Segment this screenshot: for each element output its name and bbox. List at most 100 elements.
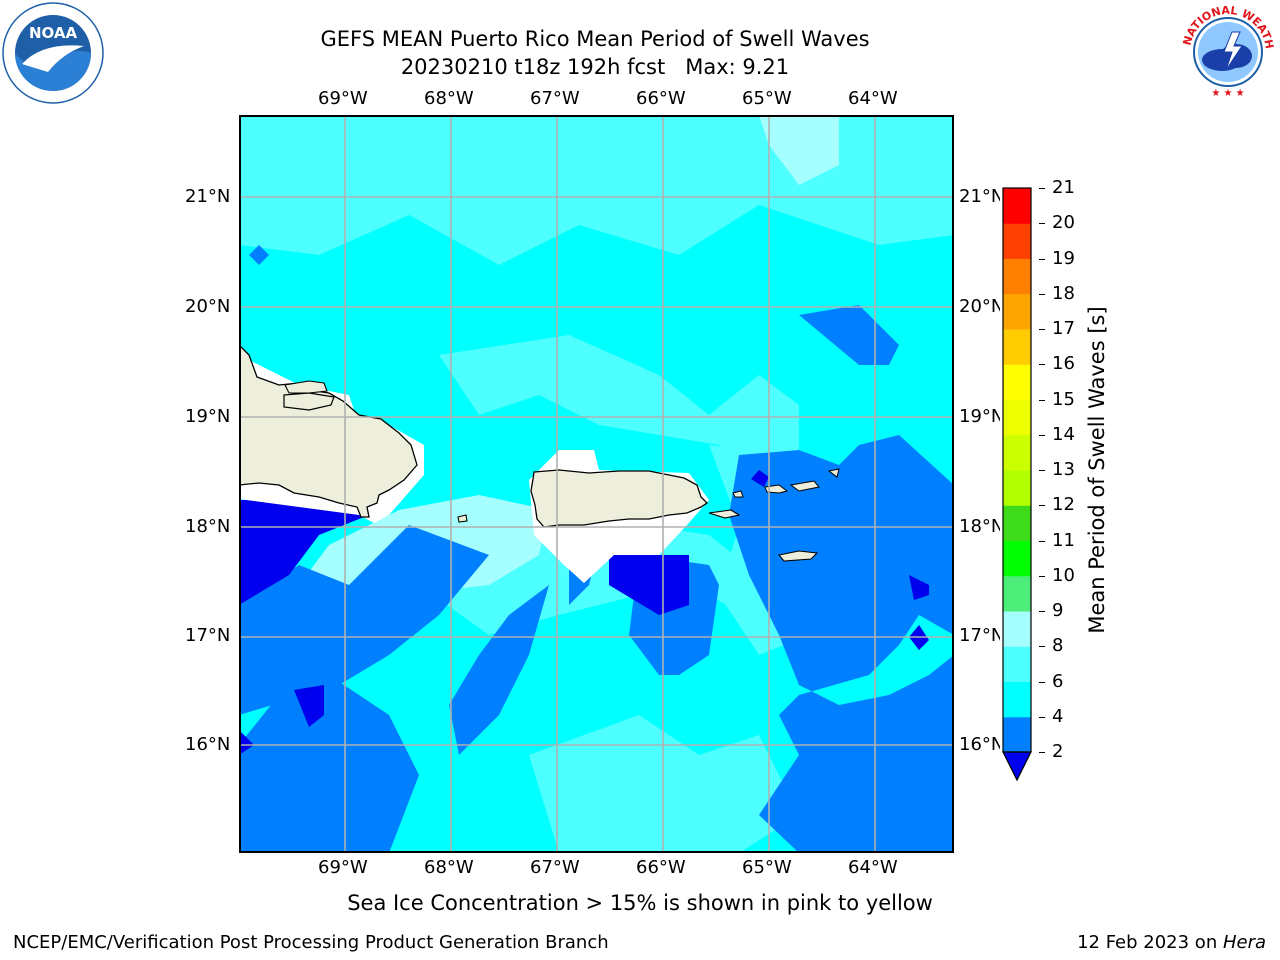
footer-date-text: 12 Feb 2023 on — [1077, 932, 1223, 953]
colorbar-tick-label: 8 — [1052, 635, 1064, 657]
lon-label-top: 68°W — [424, 88, 474, 109]
colorbar-segment — [1003, 681, 1031, 718]
map-title: GEFS MEAN Puerto Rico Mean Period of Swe… — [320, 27, 870, 51]
lon-label-bottom: 68°W — [424, 857, 474, 878]
colorbar-tick-label: 11 — [1052, 529, 1075, 551]
lon-label-bottom: 69°W — [318, 857, 368, 878]
colorbar-tick-mark — [1039, 223, 1045, 225]
swell-contour-4 — [449, 585, 549, 755]
map-gridlines — [239, 115, 954, 853]
colorbar-tick-label: 6 — [1052, 670, 1064, 692]
colorbar-tick-label: 12 — [1052, 494, 1075, 516]
colorbar-tick-label: 14 — [1052, 423, 1075, 445]
colorbar-segment — [1003, 258, 1031, 295]
swell-contour-4 — [729, 435, 954, 853]
swell-contour-4 — [239, 675, 419, 853]
lat-label-right: 19°N — [959, 406, 1005, 427]
colorbar-tick-mark — [1039, 611, 1045, 612]
colorbar-segment — [1003, 364, 1031, 400]
land-culebra — [732, 490, 744, 498]
lon-label-top: 67°W — [530, 88, 580, 109]
colorbar-frame — [1002, 187, 1032, 753]
swell-contour-9 — [759, 115, 839, 185]
colorbar-tick-label: 19 — [1052, 247, 1075, 269]
lat-label-left: 17°N — [185, 625, 231, 646]
lon-label-bottom: 65°W — [742, 857, 792, 878]
lon-label-top: 64°W — [848, 88, 898, 109]
colorbar-segment — [1003, 399, 1031, 436]
land-vieques — [708, 509, 741, 519]
footer-credit: NCEP/EMC/Verification Post Processing Pr… — [13, 932, 609, 953]
footer-host: Hera — [1222, 932, 1266, 953]
swell-contour-2 — [909, 575, 929, 600]
map-svg — [238, 115, 954, 853]
colorbar-tick-mark — [1039, 434, 1045, 436]
swell-contour-4 — [249, 245, 269, 265]
colorbar-tick-mark — [1039, 258, 1045, 260]
colorbar-segment — [1003, 505, 1031, 541]
colorbar — [1000, 186, 1040, 786]
colorbar-tick-mark — [1039, 293, 1045, 295]
colorbar-tick-label: 10 — [1052, 564, 1075, 586]
colorbar-tick-mark — [1039, 505, 1045, 507]
lon-label-top: 65°W — [742, 88, 792, 109]
swell-contour-4 — [819, 785, 889, 853]
colorbar-segment — [1003, 611, 1031, 647]
land-st-john — [789, 480, 820, 492]
swell-contour-2 — [609, 555, 689, 615]
colorbar-tick-label: 18 — [1052, 282, 1075, 304]
colorbar-segment — [1003, 223, 1031, 259]
lon-label-bottom: 67°W — [530, 857, 580, 878]
colorbar-tick-label: 2 — [1052, 741, 1064, 762]
swell-contour-2 — [239, 730, 254, 755]
footer-date: 12 Feb 2023 on Hera — [1077, 932, 1266, 953]
colorbar-segment — [1003, 188, 1031, 224]
colorbar-segment — [1003, 540, 1031, 577]
lon-label-top: 69°W — [318, 88, 368, 109]
lon-label-top: 66°W — [636, 88, 686, 109]
lat-label-right: 21°N — [959, 186, 1005, 207]
colorbar-segment — [1003, 329, 1031, 365]
lat-label-right: 16°N — [959, 734, 1005, 755]
lat-label-right: 18°N — [959, 516, 1005, 537]
colorbar-tick-label: 9 — [1052, 600, 1064, 621]
land-north-coast — [284, 380, 328, 394]
colorbar-tick-label: 16 — [1052, 353, 1075, 375]
lon-label-bottom: 66°W — [636, 857, 686, 878]
colorbar-tick-mark — [1039, 575, 1045, 577]
swell-contour-2 — [294, 685, 324, 727]
colorbar-tick-label: 13 — [1052, 459, 1075, 480]
colorbar-segment — [1003, 646, 1031, 682]
swell-contour-4 — [799, 305, 899, 365]
swell-contour-4 — [239, 525, 489, 715]
lat-label-right: 20°N — [959, 296, 1005, 317]
colorbar-svg — [1002, 187, 1032, 782]
lat-label-left: 16°N — [185, 734, 231, 755]
lat-label-left: 19°N — [185, 406, 231, 427]
colorbar-segment — [1003, 293, 1031, 330]
colorbar-segment — [1003, 575, 1031, 612]
colorbar-tick-mark — [1039, 716, 1045, 718]
noaa-logo: NOAA — [2, 2, 104, 104]
colorbar-tick-mark — [1039, 646, 1045, 648]
colorbar-tick-mark — [1039, 681, 1045, 683]
colorbar-tick-mark — [1039, 399, 1045, 401]
lat-label-left: 18°N — [185, 516, 231, 537]
lat-label-left: 20°N — [185, 296, 231, 317]
colorbar-tick-label: 4 — [1052, 705, 1064, 727]
colorbar-tick-mark — [1039, 364, 1045, 366]
colorbar-tick-mark — [1039, 470, 1045, 471]
lat-label-left: 21°N — [185, 186, 231, 207]
colorbar-segment — [1003, 434, 1031, 471]
land-st-thomas — [764, 484, 789, 494]
nws-logo: NATIONAL WEATHER SERVICE ★ ★ ★ — [1174, 0, 1278, 102]
sea-ice-note: Sea Ice Concentration > 15% is shown in … — [347, 891, 933, 915]
colorbar-tick-mark — [1039, 752, 1045, 753]
map-subtitle: 20230210 t18z 192h fcst Max: 9.21 — [400, 55, 790, 79]
land-anegada — [827, 468, 840, 478]
colorbar-tick-label: 17 — [1052, 318, 1075, 339]
lat-label-right: 17°N — [959, 625, 1005, 646]
map-panel — [238, 115, 954, 853]
colorbar-under-triangle — [1002, 751, 1032, 782]
colorbar-tick-mark — [1039, 540, 1045, 542]
